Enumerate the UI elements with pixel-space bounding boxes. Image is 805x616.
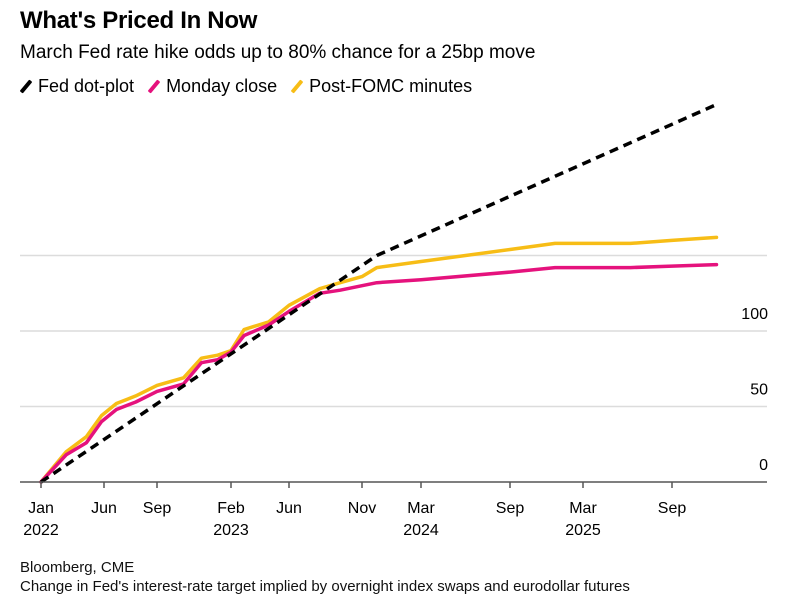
series-line-dot_plot	[40, 102, 718, 484]
x-tick-year-label: 2025	[565, 522, 601, 539]
x-tick-label: Jan	[28, 500, 54, 517]
legend-item-monday-close: Monday close	[147, 76, 278, 97]
series-line-post_fomc	[39, 235, 719, 484]
series-lines	[39, 102, 719, 484]
series-line-monday_close	[39, 262, 719, 484]
y-tick-label: 50	[750, 382, 768, 399]
legend-label: Fed dot-plot	[38, 76, 135, 96]
y-axis-labels: 0 50 100	[741, 306, 768, 474]
chart-note: Change in Fed's interest-rate target imp…	[20, 578, 630, 595]
chart-subtitle: March Fed rate hike odds up to 80% chanc…	[20, 42, 536, 63]
legend-item-fed-dot-plot: Fed dot-plot	[19, 76, 135, 97]
gridlines	[20, 254, 767, 408]
footer: Bloomberg, CME Change in Fed's interest-…	[20, 558, 630, 596]
x-tick-year-label: 2022	[23, 522, 59, 539]
chart-title: What's Priced In Now	[20, 7, 258, 34]
y-tick-label: 100	[741, 306, 768, 323]
legend-label: Monday close	[166, 76, 278, 96]
x-tick-label: Jun	[91, 500, 117, 517]
legend-label: Post-FOMC minutes	[309, 76, 473, 96]
x-tick-label: Mar	[407, 500, 435, 517]
x-tick-year-label: 2023	[213, 522, 249, 539]
x-tick-label: Feb	[217, 500, 245, 517]
x-axis: Jan 2022 Jun Sep Feb 2023 Jun Nov Mar 2024 Sep Mar 2…	[20, 481, 767, 539]
x-tick-label: Mar	[569, 500, 597, 517]
x-tick-label: Sep	[496, 500, 525, 517]
legend: Fed dot-plot Monday close Post-FOMC minu…	[19, 76, 486, 97]
source-note: Bloomberg, CME	[20, 559, 135, 576]
x-tick-label: Sep	[658, 500, 687, 517]
x-tick-label: Jun	[276, 500, 302, 517]
legend-item-post-fomc: Post-FOMC minutes	[290, 76, 473, 97]
y-tick-label: 0	[759, 457, 768, 474]
x-tick-year-label: 2024	[403, 522, 439, 539]
x-tick-label: Nov	[348, 500, 376, 517]
x-tick-label: Sep	[143, 500, 172, 517]
